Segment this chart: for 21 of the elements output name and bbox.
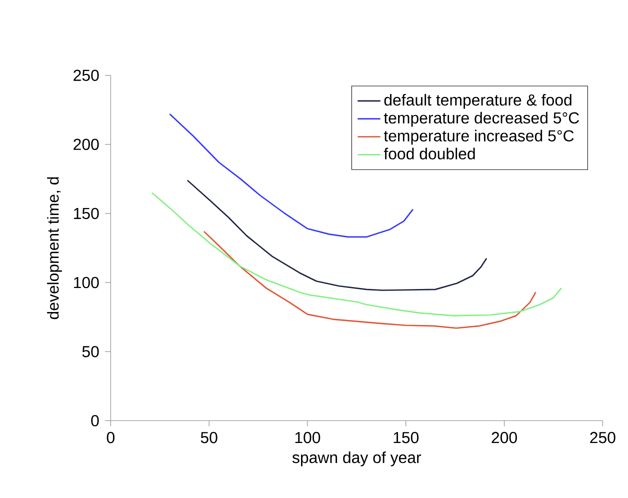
x-tick-label: 150 <box>394 432 419 444</box>
y-tick-label: 100 <box>74 276 99 288</box>
x-tick-label: 50 <box>200 432 218 444</box>
y-axis-title: development time, d <box>47 177 62 320</box>
x-tick-label: 200 <box>492 432 517 444</box>
legend-label: temperature decreased 5°C <box>384 112 580 127</box>
y-tick-label: 0 <box>91 415 99 426</box>
line-series <box>186 180 488 291</box>
x-tick-label: 100 <box>295 432 320 444</box>
y-tick-label: 200 <box>74 138 99 150</box>
x-tick-label: 250 <box>590 432 616 444</box>
line-series <box>151 192 562 316</box>
x-tick-label: 0 <box>106 432 114 444</box>
line-series <box>203 230 536 329</box>
x-axis-title: spawn day of year <box>292 451 422 466</box>
legend-label: default temperature & food <box>384 94 572 109</box>
y-tick-label: 150 <box>74 208 99 220</box>
y-tick-label: 250 <box>74 70 99 81</box>
y-tick-label: 50 <box>82 346 99 358</box>
legend-label: food doubled <box>384 148 475 160</box>
legend-label: temperature increased 5°C <box>384 130 574 145</box>
